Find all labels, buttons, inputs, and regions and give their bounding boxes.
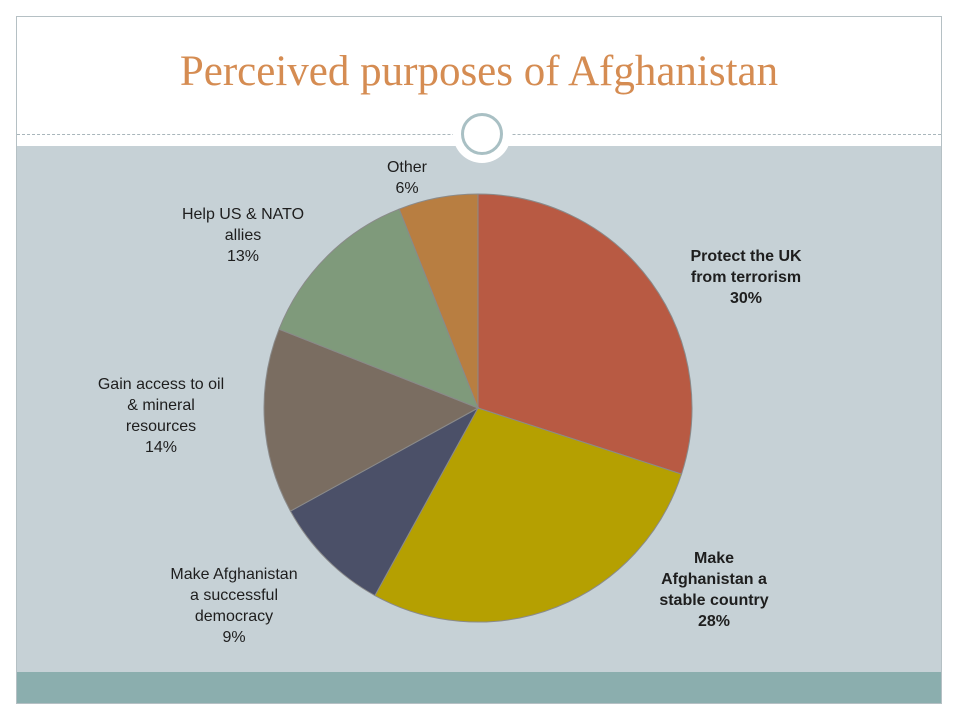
pie-label-2: Make Afghanistan a stable country 28%	[659, 550, 768, 630]
pie-label-line: Make Afghanistan	[170, 566, 297, 583]
pie-label-line: resources	[126, 418, 196, 435]
pie-label-percent: 30%	[730, 290, 762, 307]
slide-title: Perceived purposes of Afghanistan	[179, 48, 779, 95]
pie-label-3: Make Afghanistan a successful democracy 9%	[170, 566, 297, 646]
pie-slice-5	[278, 208, 479, 409]
pie-label-4: Gain access to oil & mineral resources 14%	[98, 376, 224, 456]
pie-label-line: Protect the UK	[690, 248, 802, 265]
pie-label-percent: 6%	[395, 180, 418, 197]
pie-label-6: Other 6%	[387, 159, 428, 197]
pie-slice-4	[263, 328, 480, 512]
pie-label-line: Afghanistan a	[661, 571, 767, 588]
pie-label-percent: 28%	[698, 613, 730, 630]
pie-label-line: Make	[694, 550, 734, 567]
circle-ornament-icon	[453, 105, 511, 163]
pie-slice-2	[374, 407, 683, 623]
pie-slice-1	[477, 193, 693, 475]
pie-slice-6	[398, 193, 479, 409]
pie-label-line: from terrorism	[691, 269, 801, 286]
pie-label-line: & mineral	[127, 397, 195, 414]
pie-labels: Protect the UK from terrorism 30% Make Afgha…	[98, 159, 802, 646]
pie-label-line: democracy	[195, 608, 273, 625]
pie-slice-3	[289, 406, 480, 597]
pie-slices	[263, 193, 693, 623]
pie-label-5: Help US & NATO allies 13%	[182, 206, 304, 265]
pie-label-line: Help US & NATO	[182, 206, 304, 223]
pie-label-line: a successful	[190, 587, 278, 604]
pie-label-percent: 14%	[145, 439, 177, 456]
footer-band	[17, 672, 941, 703]
circle-ornament-ring	[461, 113, 503, 155]
pie-label-line: stable country	[659, 592, 768, 609]
pie-label-line: Gain access to oil	[98, 376, 224, 393]
pie-label-1: Protect the UK from terrorism 30%	[690, 248, 802, 307]
pie-label-percent: 13%	[227, 248, 259, 265]
pie-label-line: Other	[387, 159, 428, 176]
pie-label-line: allies	[225, 227, 261, 244]
pie-label-percent: 9%	[222, 629, 245, 646]
